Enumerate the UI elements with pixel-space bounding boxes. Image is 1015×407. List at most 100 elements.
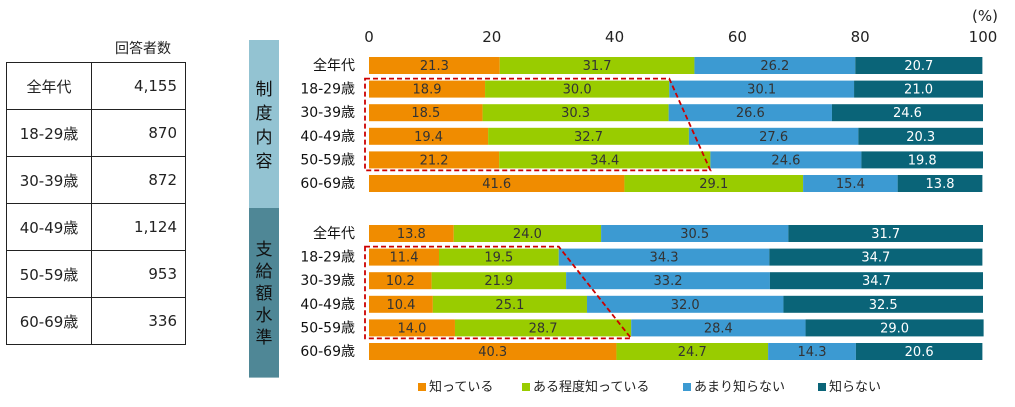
bar-segment [631,319,806,337]
highlight-outline [364,245,634,340]
bar-segment [485,80,670,98]
data-label: 24.0 [513,227,542,242]
bar-segment [855,343,983,360]
data-label: 32.0 [671,298,700,313]
data-label: 10.2 [386,274,415,289]
bar-segment [788,225,983,242]
age-cell: 18-29歳 [6,109,92,157]
bar-segment [586,295,784,313]
respondents-header: 回答者数 [115,41,171,57]
data-label: 20.7 [904,59,933,74]
data-label: 18.5 [411,106,440,121]
category-label: 40-49歳 [300,129,355,145]
data-label: 30.0 [563,83,592,98]
respondents-table: 全年代 4,155 18-29歳 870 30-39歳 872 40-49歳 1,124 50-… [6,62,186,345]
data-label: 25.1 [495,298,524,313]
table-row: 60-69歳 336 [6,297,186,345]
x-tick-label: 60 [728,28,747,46]
legend-label: 知らない [829,379,881,395]
age-cell: 40-49歳 [6,203,92,251]
bar-segment [861,151,983,169]
data-label: 24.7 [678,345,707,360]
bar-segment [668,104,832,122]
group-title-box [249,40,279,210]
data-label: 34.3 [650,251,679,266]
bar-segment [369,248,439,266]
x-tick-label: 0 [364,28,374,46]
data-label: 33.2 [654,274,683,289]
category-label: 30-39歳 [300,105,355,121]
data-label: 19.4 [414,130,443,145]
bar-segment [482,104,669,122]
legend-label: 知っている [429,379,493,395]
bar-segment [369,272,432,290]
table-row: 30-39歳 872 [6,156,186,204]
group-title-char: 制 [256,80,273,100]
data-label: 20.3 [906,130,935,145]
data-label: 27.6 [759,130,788,145]
data-label: 14.3 [798,345,827,360]
bar-segment [369,175,625,192]
bar-segment [783,295,983,313]
group-title-char: 支 [256,240,273,260]
bar-segment [432,295,587,313]
data-label: 13.8 [397,227,426,242]
group-title-char: 内 [256,128,273,148]
data-label: 41.6 [482,177,511,192]
group-title-box [249,208,279,378]
bar-segment [369,343,617,360]
bar-segment [431,272,567,290]
category-label: 60-69歳 [300,176,355,192]
bar-segment [710,151,862,169]
category-label: 30-39歳 [300,273,355,289]
category-label: 全年代 [313,57,355,74]
data-label: 24.6 [893,106,922,121]
bar-segment [369,225,454,242]
unit-label: (%) [972,7,998,25]
bar-segment [831,104,983,122]
category-label: 18-29歳 [300,250,355,266]
bar-segment [669,80,855,98]
category-label: 60-69歳 [300,344,355,360]
data-label: 34.4 [590,153,619,168]
bar-segment [803,175,898,192]
legend-swatch [418,383,426,391]
bar-segment [688,127,859,145]
data-label: 30.1 [747,83,776,98]
data-label: 26.2 [760,59,789,74]
data-label: 21.9 [484,274,513,289]
category-label: 全年代 [313,225,355,242]
bar-segment [499,151,711,169]
data-label: 31.7 [583,59,612,74]
legend-swatch [818,383,826,391]
age-cell: 60-69歳 [6,297,92,345]
bar-segment [694,57,856,74]
data-label: 30.5 [680,227,709,242]
data-label: 11.4 [390,251,419,266]
group-title-char: 準 [256,328,273,348]
x-tick-label: 80 [851,28,870,46]
data-label: 13.8 [926,177,955,192]
bar-segment [624,175,804,192]
bar-segment [438,248,559,266]
bar-segment [768,343,856,360]
data-label: 19.5 [484,251,513,266]
data-label: 30.3 [561,106,590,121]
group-title-char: 水 [256,306,273,326]
x-tick-label: 20 [482,28,501,46]
bar-segment [453,225,602,242]
data-label: 14.0 [398,321,427,336]
data-label: 28.7 [529,321,558,336]
bar-segment [369,295,433,313]
bar-segment [805,319,984,337]
data-label: 32.7 [574,130,603,145]
data-label: 18.9 [413,83,442,98]
data-label: 34.7 [862,274,891,289]
bar-segment [369,57,500,74]
bar-segment [369,319,455,337]
count-cell: 1,124 [91,203,186,251]
data-label: 10.4 [386,298,415,313]
legend-label: ある程度知っている [533,379,649,395]
data-label: 19.8 [908,153,937,168]
data-label: 29.1 [699,177,728,192]
